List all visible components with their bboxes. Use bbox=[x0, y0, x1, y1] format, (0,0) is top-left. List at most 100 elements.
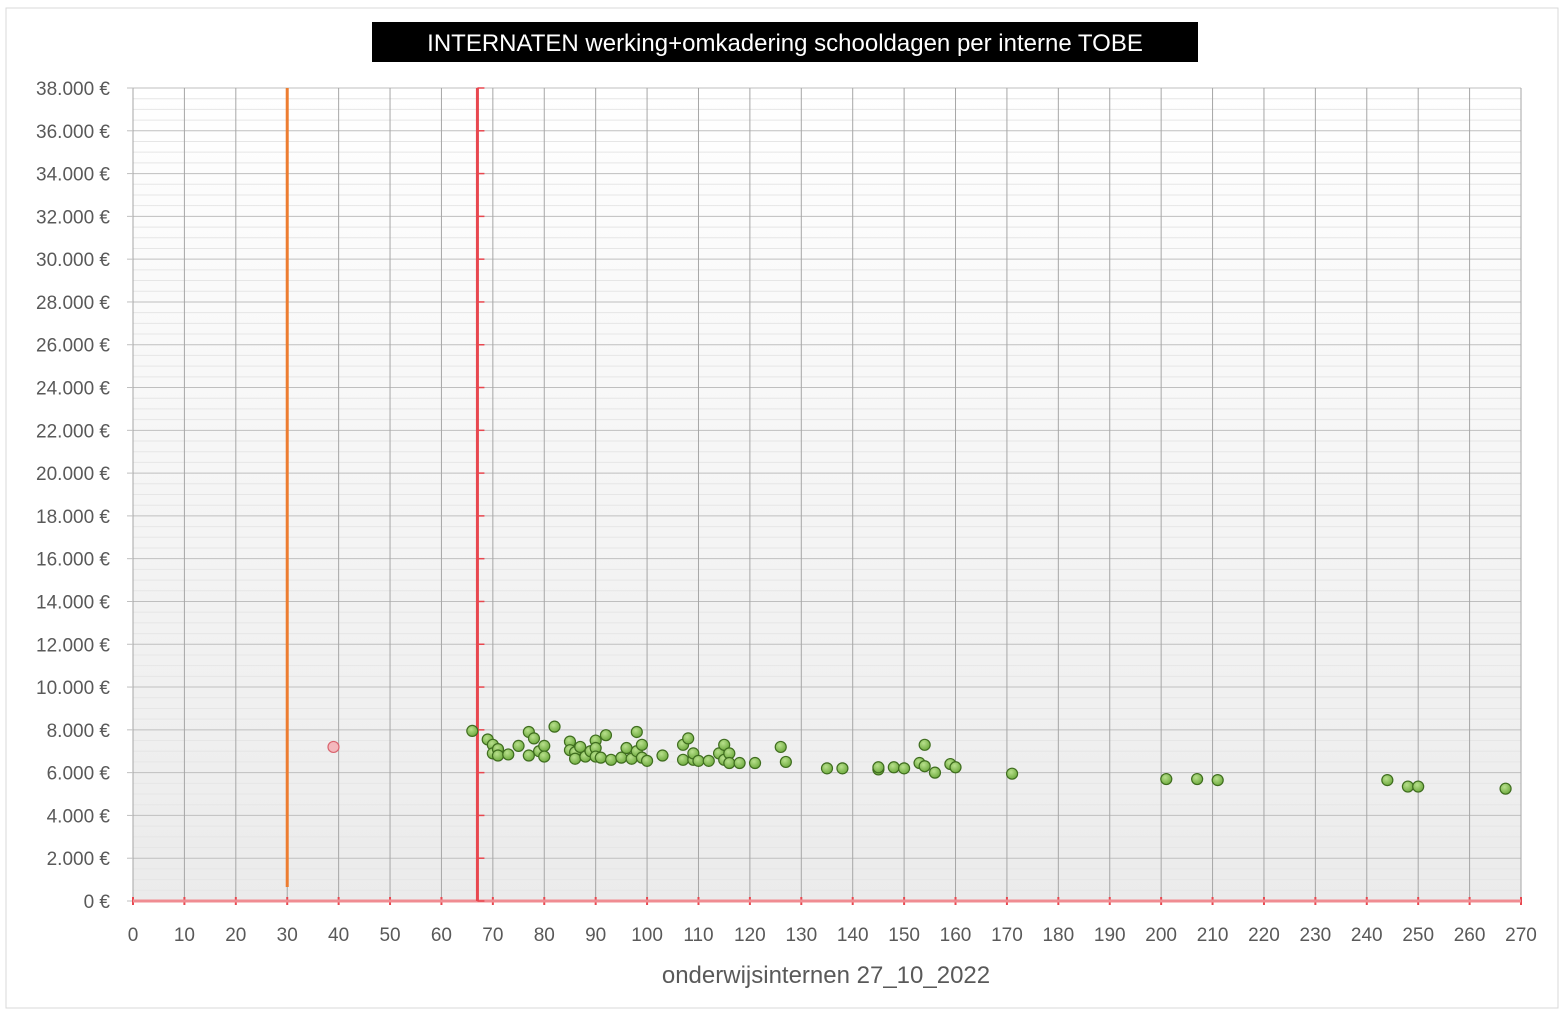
y-tick-label: 22.000 € bbox=[36, 421, 110, 442]
data-point bbox=[1191, 772, 1204, 786]
data-point bbox=[594, 751, 607, 764]
y-tick-label: 18.000 € bbox=[36, 507, 110, 528]
data-point bbox=[491, 749, 505, 762]
y-tick-label: 0 € bbox=[84, 892, 111, 913]
x-tick-label: 190 bbox=[1094, 925, 1126, 946]
x-axis-title: onderwijsinternen 27_10_2022 bbox=[662, 962, 990, 989]
x-tick-label: 50 bbox=[379, 925, 400, 946]
y-tick-label: 20.000 € bbox=[36, 464, 110, 485]
title-background bbox=[372, 22, 1198, 62]
y-tick-label: 30.000 € bbox=[36, 250, 110, 271]
x-tick-label: 100 bbox=[631, 925, 663, 946]
x-tick-label: 80 bbox=[534, 925, 555, 946]
y-tick-label: 8.000 € bbox=[47, 721, 111, 742]
data-point bbox=[656, 749, 669, 762]
x-tick-label: 200 bbox=[1145, 925, 1177, 946]
x-tick-label: 170 bbox=[991, 925, 1023, 946]
x-tick-label: 270 bbox=[1505, 925, 1537, 946]
chart-title: INTERNATEN werking+omkadering schooldage… bbox=[427, 30, 1143, 57]
data-point bbox=[872, 761, 885, 774]
x-tick-label: 10 bbox=[174, 925, 195, 946]
x-tick-label: 20 bbox=[225, 925, 246, 946]
x-tick-label: 240 bbox=[1351, 925, 1383, 946]
y-tick-label: 12.000 € bbox=[36, 635, 110, 656]
data-point bbox=[692, 754, 705, 767]
x-tick-label: 160 bbox=[940, 925, 972, 946]
y-tick-label: 2.000 € bbox=[47, 849, 111, 870]
x-tick-label: 150 bbox=[888, 925, 920, 946]
y-tick-label: 10.000 € bbox=[36, 678, 110, 699]
x-tick-label: 260 bbox=[1454, 925, 1486, 946]
x-tick-label: 230 bbox=[1300, 925, 1332, 946]
data-point bbox=[538, 750, 551, 763]
x-tick-label: 60 bbox=[431, 925, 452, 946]
data-point bbox=[918, 738, 931, 751]
x-tick-label: 120 bbox=[734, 925, 766, 946]
y-tick-label: 38.000 € bbox=[36, 79, 110, 100]
data-point bbox=[327, 740, 340, 754]
data-point bbox=[733, 756, 746, 770]
data-point bbox=[1381, 774, 1394, 787]
data-point bbox=[820, 762, 834, 775]
reference-lines bbox=[285, 87, 485, 902]
x-tick-label: 210 bbox=[1197, 925, 1229, 946]
data-point bbox=[928, 766, 942, 779]
data-point bbox=[676, 753, 690, 766]
data-point bbox=[949, 761, 962, 774]
y-tick-label: 26.000 € bbox=[36, 336, 110, 357]
data-point bbox=[538, 739, 551, 752]
y-tick-label: 6.000 € bbox=[47, 764, 111, 785]
data-point bbox=[779, 755, 792, 769]
data-point bbox=[635, 738, 649, 751]
data-point bbox=[569, 752, 582, 765]
data-point bbox=[640, 754, 654, 767]
data-point bbox=[748, 756, 762, 770]
x-tick-label: 220 bbox=[1248, 925, 1280, 946]
x-tick-label: 180 bbox=[1042, 925, 1074, 946]
data-point bbox=[702, 754, 715, 767]
data-points bbox=[327, 720, 1512, 795]
data-point bbox=[630, 725, 643, 739]
x-tick-label: 40 bbox=[328, 925, 349, 946]
x-tick-label: 30 bbox=[277, 925, 298, 946]
x-tick-label: 90 bbox=[585, 925, 606, 946]
data-point bbox=[1499, 782, 1512, 795]
data-point bbox=[918, 760, 931, 773]
axes bbox=[127, 87, 1522, 905]
data-point bbox=[502, 748, 515, 761]
tick-labels: 0 € 2.000 € 4.000 € 6.000 € 8.000 € 10.000 € 1… bbox=[36, 79, 1537, 946]
y-tick-label: 32.000 € bbox=[36, 207, 110, 228]
data-point bbox=[548, 720, 561, 733]
data-point bbox=[1211, 774, 1224, 787]
y-tick-label: 24.000 € bbox=[36, 379, 110, 400]
data-point bbox=[527, 732, 541, 745]
x-tick-label: 250 bbox=[1402, 925, 1434, 946]
data-point bbox=[887, 761, 900, 774]
data-point bbox=[1005, 767, 1019, 780]
data-point bbox=[682, 732, 695, 745]
x-tick-label: 70 bbox=[482, 925, 503, 946]
y-tick-label: 4.000 € bbox=[47, 806, 111, 827]
data-point bbox=[574, 740, 587, 754]
data-point bbox=[599, 729, 613, 742]
y-tick-label: 28.000 € bbox=[36, 293, 110, 314]
y-tick-label: 34.000 € bbox=[36, 165, 110, 186]
data-point bbox=[774, 740, 787, 754]
data-point bbox=[1412, 780, 1425, 793]
data-point bbox=[522, 749, 535, 762]
data-point bbox=[604, 753, 618, 766]
data-point bbox=[836, 762, 849, 775]
data-point bbox=[466, 724, 479, 738]
x-tick-label: 0 bbox=[128, 925, 139, 946]
y-tick-label: 16.000 € bbox=[36, 550, 110, 571]
gridlines bbox=[132, 87, 1522, 901]
data-point bbox=[620, 741, 633, 755]
data-point bbox=[1401, 780, 1415, 793]
x-tick-label: 130 bbox=[785, 925, 817, 946]
data-point bbox=[1160, 772, 1173, 786]
data-point bbox=[723, 756, 736, 770]
y-tick-label: 36.000 € bbox=[36, 122, 110, 143]
data-point bbox=[512, 739, 525, 752]
